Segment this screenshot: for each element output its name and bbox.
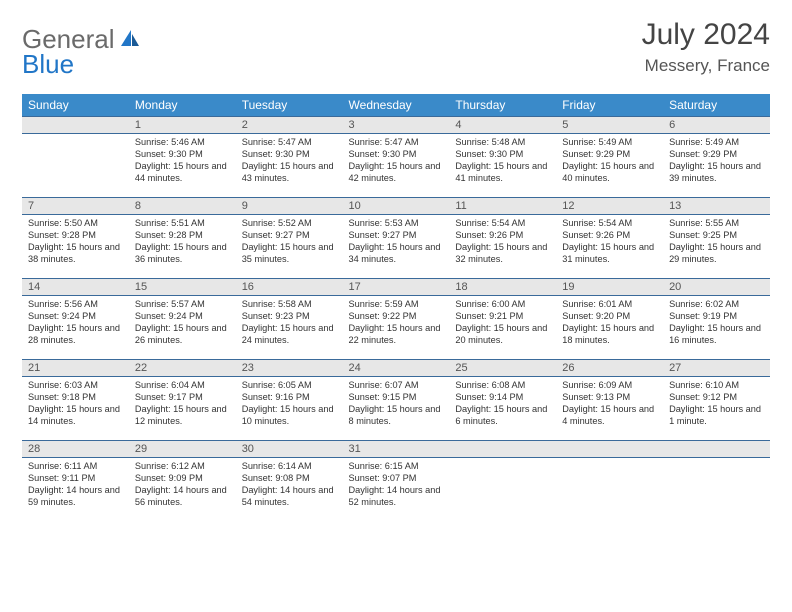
day-number-cell: 18 bbox=[449, 279, 556, 296]
logo-sail-icon bbox=[119, 24, 141, 55]
weekday-header: Saturday bbox=[663, 94, 770, 117]
day-number-cell: 24 bbox=[343, 360, 450, 377]
day-number-cell: 4 bbox=[449, 117, 556, 134]
day-number-cell: 23 bbox=[236, 360, 343, 377]
day-number-cell: 22 bbox=[129, 360, 236, 377]
weekday-header: Friday bbox=[556, 94, 663, 117]
weekday-header: Monday bbox=[129, 94, 236, 117]
day-number-cell: 30 bbox=[236, 441, 343, 458]
day-detail-cell bbox=[22, 134, 129, 198]
day-number-cell: 28 bbox=[22, 441, 129, 458]
week-daynum-row: 123456 bbox=[22, 117, 770, 134]
day-detail-cell: Sunrise: 6:09 AMSunset: 9:13 PMDaylight:… bbox=[556, 377, 663, 441]
day-detail-cell: Sunrise: 5:54 AMSunset: 9:26 PMDaylight:… bbox=[449, 215, 556, 279]
day-detail-cell: Sunrise: 5:58 AMSunset: 9:23 PMDaylight:… bbox=[236, 296, 343, 360]
day-number-cell: 17 bbox=[343, 279, 450, 296]
weekday-header: Wednesday bbox=[343, 94, 450, 117]
day-detail-cell: Sunrise: 5:46 AMSunset: 9:30 PMDaylight:… bbox=[129, 134, 236, 198]
day-detail-cell: Sunrise: 6:04 AMSunset: 9:17 PMDaylight:… bbox=[129, 377, 236, 441]
week-daynum-row: 21222324252627 bbox=[22, 360, 770, 377]
day-detail-cell: Sunrise: 5:49 AMSunset: 9:29 PMDaylight:… bbox=[663, 134, 770, 198]
day-detail-cell: Sunrise: 5:50 AMSunset: 9:28 PMDaylight:… bbox=[22, 215, 129, 279]
day-detail-cell: Sunrise: 5:56 AMSunset: 9:24 PMDaylight:… bbox=[22, 296, 129, 360]
day-detail-cell: Sunrise: 5:53 AMSunset: 9:27 PMDaylight:… bbox=[343, 215, 450, 279]
day-detail-cell: Sunrise: 6:02 AMSunset: 9:19 PMDaylight:… bbox=[663, 296, 770, 360]
weekday-header: Sunday bbox=[22, 94, 129, 117]
day-number-cell: 7 bbox=[22, 198, 129, 215]
week-detail-row: Sunrise: 5:46 AMSunset: 9:30 PMDaylight:… bbox=[22, 134, 770, 198]
calendar-body: 123456Sunrise: 5:46 AMSunset: 9:30 PMDay… bbox=[22, 117, 770, 522]
day-number-cell: 8 bbox=[129, 198, 236, 215]
day-detail-cell: Sunrise: 5:59 AMSunset: 9:22 PMDaylight:… bbox=[343, 296, 450, 360]
day-detail-cell: Sunrise: 6:15 AMSunset: 9:07 PMDaylight:… bbox=[343, 458, 450, 522]
day-number-cell bbox=[22, 117, 129, 134]
logo-text-2: Blue bbox=[22, 49, 74, 79]
day-number-cell: 19 bbox=[556, 279, 663, 296]
week-daynum-row: 28293031 bbox=[22, 441, 770, 458]
day-number-cell: 14 bbox=[22, 279, 129, 296]
day-detail-cell: Sunrise: 5:47 AMSunset: 9:30 PMDaylight:… bbox=[236, 134, 343, 198]
day-number-cell: 10 bbox=[343, 198, 450, 215]
day-number-cell bbox=[449, 441, 556, 458]
day-number-cell: 20 bbox=[663, 279, 770, 296]
day-number-cell: 29 bbox=[129, 441, 236, 458]
day-detail-cell: Sunrise: 6:05 AMSunset: 9:16 PMDaylight:… bbox=[236, 377, 343, 441]
day-detail-cell: Sunrise: 6:07 AMSunset: 9:15 PMDaylight:… bbox=[343, 377, 450, 441]
calendar-table: SundayMondayTuesdayWednesdayThursdayFrid… bbox=[22, 94, 770, 522]
day-detail-cell: Sunrise: 6:03 AMSunset: 9:18 PMDaylight:… bbox=[22, 377, 129, 441]
day-number-cell: 25 bbox=[449, 360, 556, 377]
day-detail-cell bbox=[663, 458, 770, 522]
day-number-cell: 13 bbox=[663, 198, 770, 215]
day-number-cell: 21 bbox=[22, 360, 129, 377]
day-detail-cell: Sunrise: 6:08 AMSunset: 9:14 PMDaylight:… bbox=[449, 377, 556, 441]
title-block: July 2024 Messery, France bbox=[642, 18, 770, 76]
location: Messery, France bbox=[642, 56, 770, 76]
week-detail-row: Sunrise: 6:03 AMSunset: 9:18 PMDaylight:… bbox=[22, 377, 770, 441]
weekday-header: Thursday bbox=[449, 94, 556, 117]
day-number-cell: 31 bbox=[343, 441, 450, 458]
day-detail-cell: Sunrise: 5:49 AMSunset: 9:29 PMDaylight:… bbox=[556, 134, 663, 198]
day-number-cell: 6 bbox=[663, 117, 770, 134]
day-detail-cell: Sunrise: 5:52 AMSunset: 9:27 PMDaylight:… bbox=[236, 215, 343, 279]
calendar-header: SundayMondayTuesdayWednesdayThursdayFrid… bbox=[22, 94, 770, 117]
day-detail-cell: Sunrise: 5:51 AMSunset: 9:28 PMDaylight:… bbox=[129, 215, 236, 279]
day-number-cell: 12 bbox=[556, 198, 663, 215]
header: GeneralBlue July 2024 Messery, France bbox=[22, 18, 770, 80]
day-number-cell: 15 bbox=[129, 279, 236, 296]
day-number-cell: 27 bbox=[663, 360, 770, 377]
week-detail-row: Sunrise: 6:11 AMSunset: 9:11 PMDaylight:… bbox=[22, 458, 770, 522]
week-detail-row: Sunrise: 5:56 AMSunset: 9:24 PMDaylight:… bbox=[22, 296, 770, 360]
day-detail-cell: Sunrise: 6:01 AMSunset: 9:20 PMDaylight:… bbox=[556, 296, 663, 360]
day-number-cell bbox=[663, 441, 770, 458]
day-detail-cell bbox=[556, 458, 663, 522]
day-detail-cell: Sunrise: 6:00 AMSunset: 9:21 PMDaylight:… bbox=[449, 296, 556, 360]
day-number-cell: 1 bbox=[129, 117, 236, 134]
day-number-cell: 2 bbox=[236, 117, 343, 134]
day-detail-cell bbox=[449, 458, 556, 522]
week-detail-row: Sunrise: 5:50 AMSunset: 9:28 PMDaylight:… bbox=[22, 215, 770, 279]
week-daynum-row: 78910111213 bbox=[22, 198, 770, 215]
day-detail-cell: Sunrise: 5:47 AMSunset: 9:30 PMDaylight:… bbox=[343, 134, 450, 198]
page-title: July 2024 bbox=[642, 18, 770, 52]
day-detail-cell: Sunrise: 6:12 AMSunset: 9:09 PMDaylight:… bbox=[129, 458, 236, 522]
day-number-cell: 3 bbox=[343, 117, 450, 134]
day-detail-cell: Sunrise: 5:57 AMSunset: 9:24 PMDaylight:… bbox=[129, 296, 236, 360]
day-detail-cell: Sunrise: 5:55 AMSunset: 9:25 PMDaylight:… bbox=[663, 215, 770, 279]
day-detail-cell: Sunrise: 5:54 AMSunset: 9:26 PMDaylight:… bbox=[556, 215, 663, 279]
day-number-cell: 16 bbox=[236, 279, 343, 296]
day-detail-cell: Sunrise: 6:14 AMSunset: 9:08 PMDaylight:… bbox=[236, 458, 343, 522]
day-number-cell bbox=[556, 441, 663, 458]
day-number-cell: 9 bbox=[236, 198, 343, 215]
week-daynum-row: 14151617181920 bbox=[22, 279, 770, 296]
day-number-cell: 26 bbox=[556, 360, 663, 377]
weekday-header: Tuesday bbox=[236, 94, 343, 117]
day-detail-cell: Sunrise: 5:48 AMSunset: 9:30 PMDaylight:… bbox=[449, 134, 556, 198]
day-detail-cell: Sunrise: 6:11 AMSunset: 9:11 PMDaylight:… bbox=[22, 458, 129, 522]
day-number-cell: 5 bbox=[556, 117, 663, 134]
day-detail-cell: Sunrise: 6:10 AMSunset: 9:12 PMDaylight:… bbox=[663, 377, 770, 441]
day-number-cell: 11 bbox=[449, 198, 556, 215]
